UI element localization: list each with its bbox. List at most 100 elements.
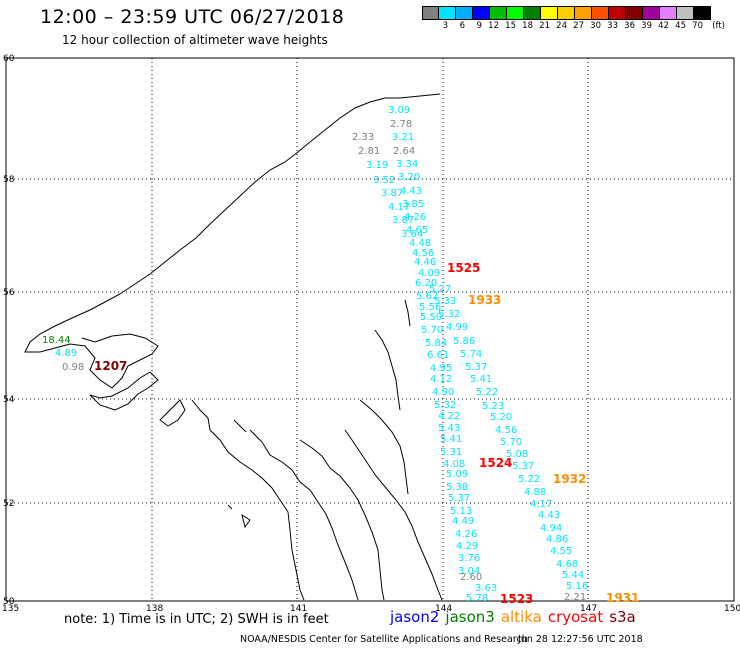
track-time-layer: 1525 1933 1207 1524 1932 1523 1931 xyxy=(94,261,639,606)
wave-height-value: 0.98 xyxy=(62,362,84,373)
gridlines xyxy=(6,58,734,601)
latitude-tick-label: 56 xyxy=(3,288,15,298)
wave-height-value: 5.23 xyxy=(482,401,504,412)
wave-height-value: 4.17 xyxy=(388,202,410,213)
colorbar-swatch xyxy=(694,6,711,20)
wave-height-value: 5.44 xyxy=(562,570,584,581)
wave-height-value: 5.32 xyxy=(434,400,456,411)
colorbar-swatch xyxy=(558,6,575,20)
wave-height-value: 3.34 xyxy=(396,159,418,170)
track-time-label: 1932 xyxy=(553,472,586,486)
wave-height-value: 4.49 xyxy=(452,516,474,527)
colorbar-unit: (ft) xyxy=(712,21,725,31)
wave-height-value: 4.55 xyxy=(550,546,572,557)
colorbar-level-label: 24 xyxy=(556,21,567,31)
colorbar-swatch xyxy=(456,6,473,20)
colorbar-level-label: 6 xyxy=(459,21,465,31)
colorbar-swatch xyxy=(643,6,660,20)
track-time-label: 1933 xyxy=(468,293,501,307)
colorbar-level-label: 12 xyxy=(488,21,499,31)
wave-height-value: 4.17 xyxy=(530,499,552,510)
wave-height-value: 6.61 xyxy=(427,350,449,361)
wave-height-value: 2.64 xyxy=(393,146,415,157)
wave-height-value: 4.43 xyxy=(400,186,422,197)
wave-height-value: 2.33 xyxy=(352,132,374,143)
wave-height-value: 4.56 xyxy=(495,425,517,436)
colorbar-level-label: 21 xyxy=(539,21,550,31)
wave-height-value: 4.29 xyxy=(456,541,478,552)
longitude-labels: 135 138 141 144 147 150 xyxy=(2,604,740,614)
colorbar-swatch xyxy=(490,6,507,20)
wave-height-value: 5.37 xyxy=(512,461,534,472)
wave-height-value: 5.32 xyxy=(438,309,460,320)
wave-height-value: 6.20 xyxy=(415,278,437,289)
colorbar-level-label: 42 xyxy=(658,21,669,31)
colorbar-swatch xyxy=(660,6,677,20)
wave-height-value: 4.56 xyxy=(412,248,434,259)
colorbar-swatch xyxy=(439,6,456,20)
track-time-label: 1207 xyxy=(94,359,127,373)
colorbar-level-label: 39 xyxy=(641,21,652,31)
wave-height-value: 5.37 xyxy=(448,493,470,504)
wave-height-value: 5.22 xyxy=(476,387,498,398)
wave-height-value: 4.65 xyxy=(406,225,428,236)
longitude-tick-label: 141 xyxy=(290,604,307,614)
units-note: note: 1) Time is in UTC; 2) SWH is in fe… xyxy=(64,612,329,627)
latitude-tick-label: 52 xyxy=(3,499,14,509)
wave-height-value: 4.86 xyxy=(546,534,568,545)
wave-height-value: 5.37 xyxy=(465,362,487,373)
colorbar-level-label: 33 xyxy=(607,21,618,31)
colorbar-swatch xyxy=(473,6,490,20)
latitude-tick-label: 58 xyxy=(3,175,15,185)
wave-height-value: 3.64 xyxy=(401,229,423,240)
latitude-tick-label: 54 xyxy=(3,395,15,405)
wave-height-value: 4.12 xyxy=(430,374,452,385)
legend-entry-s3a: s3a xyxy=(609,608,636,626)
colorbar-level-label: 70 xyxy=(692,21,703,31)
wave-height-value: 3.87 xyxy=(381,188,403,199)
colorbar: 3 6 9 12 15 18 21 24 27 30 33 36 39 42 45 70 (ft) xyxy=(422,6,725,33)
colorbar-swatch xyxy=(575,6,592,20)
wave-height-value: 5.62 xyxy=(416,291,438,302)
wave-height-value: 4.26 xyxy=(404,212,426,223)
wave-height-value: 4.95 xyxy=(430,363,452,374)
latitude-tick-label: 60 xyxy=(3,54,15,64)
wave-height-value: 3.19 xyxy=(366,160,388,171)
wave-height-layer: 3.09 2.78 2.33 3.21 2.81 2.64 3.19 3.343.52 3.20… xyxy=(42,105,588,604)
satellite-legend: jason2 jason3 altika cryosat s3a xyxy=(390,608,642,626)
wave-height-value: 5.16 xyxy=(566,581,588,592)
wave-height-value: 18.44 xyxy=(42,335,71,346)
map-subtitle: 12 hour collection of altimeter wave hei… xyxy=(62,33,328,47)
wave-height-value: 2.60 xyxy=(460,572,482,583)
wave-height-value: 5.09 xyxy=(446,469,468,480)
wave-height-value: 5.70 xyxy=(500,437,522,448)
credit-timestamp: Jun 28 12:27:56 UTC 2018 xyxy=(518,634,643,645)
track-time-label: 1524 xyxy=(479,456,512,470)
wave-height-value: 5.13 xyxy=(450,506,472,517)
wave-height-value: 3.85 xyxy=(402,199,424,210)
wave-height-value: 4.46 xyxy=(414,257,436,268)
colorbar-swatch xyxy=(422,6,439,20)
wave-height-value: 4.48 xyxy=(409,238,431,249)
wave-height-value: 4.09 xyxy=(418,268,440,279)
wave-height-value: 5.08 xyxy=(506,449,528,460)
colorbar-level-label: 9 xyxy=(476,21,482,31)
wave-height-value: 4.43 xyxy=(538,510,560,521)
legend-entry-altika: altika xyxy=(500,608,542,626)
legend-entry-cryosat: cryosat xyxy=(547,608,604,626)
colorbar-swatch xyxy=(507,6,524,20)
wave-height-value: 3.04 xyxy=(458,566,480,577)
longitude-tick-label: 150 xyxy=(724,604,740,614)
wave-height-value: 2.21 xyxy=(564,592,586,603)
plot-frame xyxy=(5,57,735,602)
colorbar-swatch xyxy=(626,6,643,20)
colorbar-level-label: 15 xyxy=(505,21,516,31)
longitude-tick-label: 138 xyxy=(146,604,163,614)
legend-entry-jason3: jason3 xyxy=(445,608,495,626)
legend-entry-jason2: jason2 xyxy=(390,608,440,626)
coastline xyxy=(24,93,443,601)
wave-height-value: 4.99 xyxy=(446,322,468,333)
latitude-labels: 60 58 56 54 52 50 xyxy=(3,54,15,607)
wave-height-value: 5.41 xyxy=(470,374,492,385)
